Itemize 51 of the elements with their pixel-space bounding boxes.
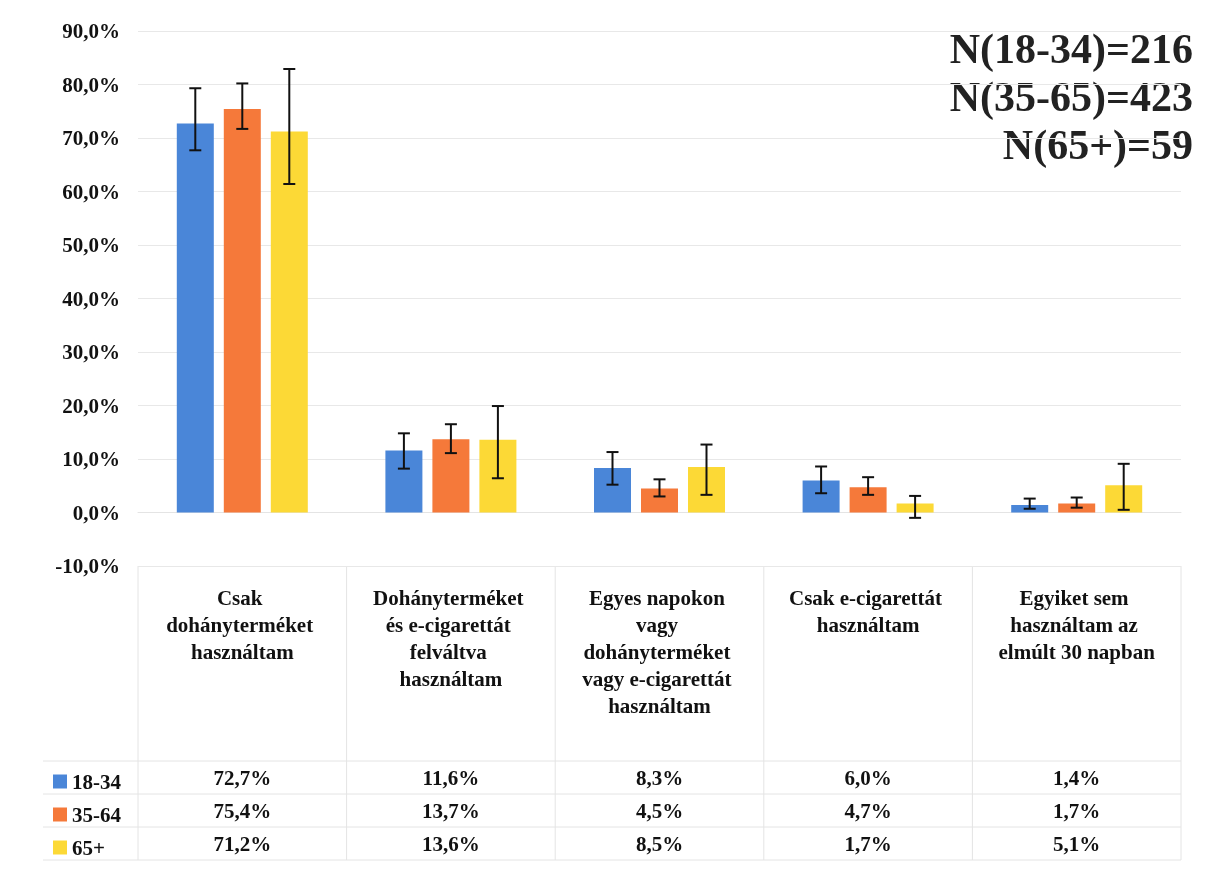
bar bbox=[432, 439, 470, 513]
data-label: 1,7% bbox=[844, 831, 892, 856]
x-tick-label: Egyes napokon vagy dohányterméket vagy e-cigarettát használtam bbox=[582, 585, 737, 718]
bar bbox=[594, 468, 631, 513]
y-tick-label: 70,0% bbox=[62, 126, 120, 150]
y-tick-label: 10,0% bbox=[62, 447, 120, 471]
bar bbox=[896, 503, 934, 513]
bar bbox=[641, 488, 678, 513]
bar bbox=[1058, 503, 1096, 513]
data-label: 71,2% bbox=[213, 831, 272, 856]
x-tick-label: Csak e-cigarettát használtam bbox=[788, 585, 948, 637]
y-tick-label: 60,0% bbox=[62, 179, 120, 204]
bar bbox=[176, 123, 214, 513]
data-label: 5,1% bbox=[1053, 831, 1101, 856]
x-tick-label: Csak dohányterméket használtam bbox=[166, 585, 319, 664]
bar bbox=[385, 450, 423, 513]
data-label: 6,0% bbox=[844, 765, 892, 790]
x-tick-label: Egyiket sem használtam az elmúlt 30 napban bbox=[998, 585, 1156, 664]
y-tick-label: -10,0% bbox=[55, 554, 120, 578]
y-tick-label: 30,0% bbox=[62, 340, 120, 364]
data-label: 13,7% bbox=[422, 798, 480, 823]
data-label: 4,5% bbox=[635, 798, 684, 823]
y-tick-label: 40,0% bbox=[62, 286, 120, 311]
annotation: N(65+)=59 bbox=[1002, 122, 1193, 169]
data-label: 1,4% bbox=[1053, 765, 1101, 790]
y-tick-label: 50,0% bbox=[62, 233, 120, 257]
y-tick-label: 20,0% bbox=[62, 393, 120, 418]
legend-label: 35-64 bbox=[72, 802, 122, 827]
bar bbox=[223, 109, 261, 513]
data-label: 8,5% bbox=[635, 831, 684, 856]
bar bbox=[270, 131, 308, 513]
bar bbox=[849, 487, 887, 513]
data-label: 8,3% bbox=[635, 765, 684, 790]
bar bbox=[688, 467, 725, 513]
annotation: N(35-65)=423 bbox=[949, 74, 1194, 121]
legend-label: 18-34 bbox=[72, 769, 122, 794]
data-label: 11,6% bbox=[422, 765, 480, 790]
y-tick-label: 80,0% bbox=[62, 72, 120, 97]
data-label: 1,7% bbox=[1053, 798, 1101, 823]
legend-label: 65+ bbox=[72, 835, 105, 860]
bar bbox=[802, 480, 840, 513]
x-tick-label: Dohányterméket és e-cigarettát felváltva használtam bbox=[373, 585, 529, 691]
bar bbox=[1105, 485, 1143, 513]
annotation: N(18-34)=216 bbox=[949, 26, 1194, 73]
data-label: 75,4% bbox=[213, 798, 272, 823]
data-label: 4,7% bbox=[844, 798, 892, 823]
y-tick-label: 0,0% bbox=[72, 500, 120, 525]
y-tick-label: 90,0% bbox=[62, 19, 120, 43]
data-label: 13,6% bbox=[422, 831, 480, 856]
data-label: 72,7% bbox=[213, 765, 272, 790]
bar bbox=[479, 439, 517, 513]
